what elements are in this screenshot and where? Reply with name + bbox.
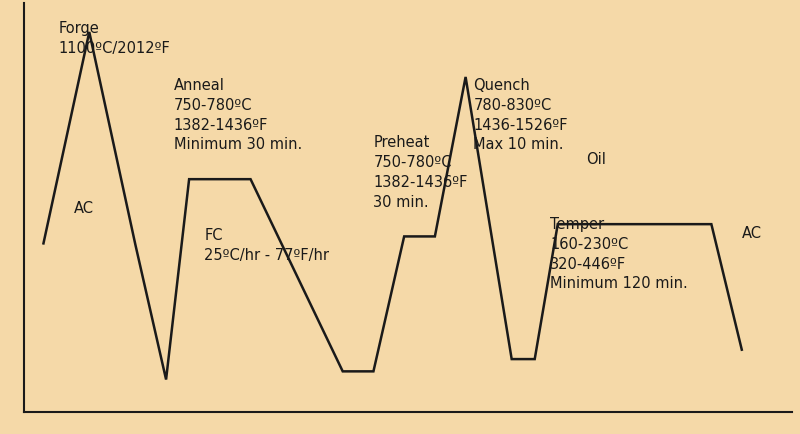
- Text: AC: AC: [74, 201, 94, 216]
- Text: Anneal
750-780ºC
1382-1436ºF
Minimum 30 min.: Anneal 750-780ºC 1382-1436ºF Minimum 30 …: [174, 78, 302, 152]
- Text: AC: AC: [742, 225, 762, 240]
- Text: Preheat
750-780ºC
1382-1436ºF
30 min.: Preheat 750-780ºC 1382-1436ºF 30 min.: [374, 135, 468, 209]
- Text: Oil: Oil: [586, 152, 606, 167]
- Text: Quench
780-830ºC
1436-1526ºF
Max 10 min.: Quench 780-830ºC 1436-1526ºF Max 10 min.: [474, 78, 568, 152]
- Text: Forge
1100ºC/2012ºF: Forge 1100ºC/2012ºF: [58, 21, 170, 56]
- Text: Temper
160-230ºC
320-446ºF
Minimum 120 min.: Temper 160-230ºC 320-446ºF Minimum 120 m…: [550, 217, 688, 291]
- Text: FC
25ºC/hr - 77ºF/hr: FC 25ºC/hr - 77ºF/hr: [205, 228, 330, 263]
